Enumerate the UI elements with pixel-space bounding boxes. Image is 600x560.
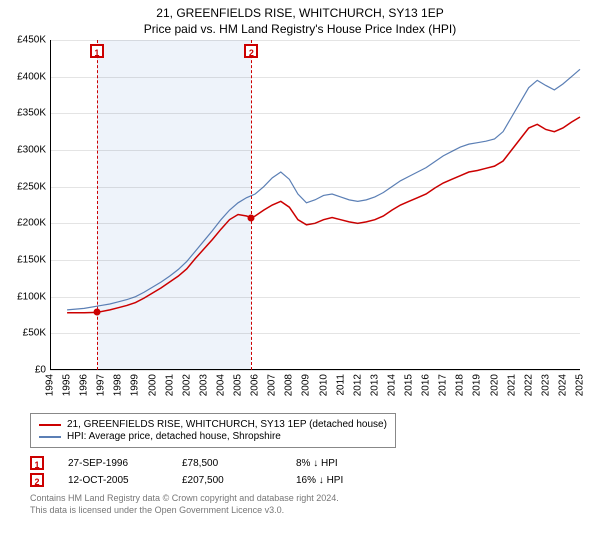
y-axis-line — [50, 40, 51, 370]
x-axis-line — [50, 369, 580, 370]
x-tick-label: 2006 — [250, 374, 261, 396]
sale-row-1: 1 27-SEP-1996 £78,500 8% ↓ HPI — [30, 456, 580, 470]
y-tick-label: £50K — [23, 328, 46, 339]
x-tick-label: 2021 — [506, 374, 517, 396]
x-tick-label: 2024 — [557, 374, 568, 396]
x-tick-label: 2012 — [352, 374, 363, 396]
gridline-h — [50, 187, 580, 188]
x-tick-label: 2008 — [284, 374, 295, 396]
sale-row-price_label: £207,500 — [182, 475, 272, 486]
y-tick-label: £450K — [17, 35, 46, 46]
x-tick-label: 2016 — [421, 374, 432, 396]
gridline-h — [50, 113, 580, 114]
sale-row-badge: 2 — [30, 473, 44, 487]
sale-badge-1: 1 — [90, 44, 104, 58]
x-tick-label: 2000 — [147, 374, 158, 396]
x-tick-label: 2011 — [335, 374, 346, 396]
y-tick-label: £350K — [17, 108, 46, 119]
y-tick-label: £200K — [17, 218, 46, 229]
sale-vline-1 — [97, 40, 98, 370]
gridline-h — [50, 40, 580, 41]
legend-row-hpi: HPI: Average price, detached house, Shro… — [39, 431, 387, 442]
legend: 21, GREENFIELDS RISE, WHITCHURCH, SY13 1… — [30, 413, 396, 448]
sale-row-price_label: £78,500 — [182, 458, 272, 469]
x-tick-label: 2025 — [575, 374, 586, 396]
x-tick-label: 2009 — [301, 374, 312, 396]
x-tick-label: 2017 — [438, 374, 449, 396]
gridline-h — [50, 77, 580, 78]
title-block: 21, GREENFIELDS RISE, WHITCHURCH, SY13 1… — [0, 0, 600, 40]
x-tick-label: 2004 — [215, 374, 226, 396]
gridline-h — [50, 223, 580, 224]
x-tick-label: 2007 — [267, 374, 278, 396]
x-tick-label: 1999 — [130, 374, 141, 396]
y-tick-label: £150K — [17, 255, 46, 266]
chart-container: 21, GREENFIELDS RISE, WHITCHURCH, SY13 1… — [0, 0, 600, 560]
legend-label: HPI: Average price, detached house, Shro… — [67, 431, 281, 442]
x-tick-label: 1996 — [79, 374, 90, 396]
plot-area: £0£50K£100K£150K£200K£250K£300K£350K£400… — [50, 40, 580, 370]
sale-vline-2 — [251, 40, 252, 370]
y-tick-label: £400K — [17, 71, 46, 82]
line-svg — [50, 40, 580, 370]
x-tick-label: 2019 — [472, 374, 483, 396]
legend-swatch — [39, 424, 61, 426]
y-tick-label: £100K — [17, 291, 46, 302]
sale-row-hpi_delta_label: 8% ↓ HPI — [296, 458, 386, 469]
footer: Contains HM Land Registry data © Crown c… — [30, 493, 580, 516]
sale-row-date: 12-OCT-2005 — [68, 475, 158, 486]
footer-line-1: Contains HM Land Registry data © Crown c… — [30, 493, 580, 505]
x-tick-label: 1995 — [62, 374, 73, 396]
gridline-h — [50, 150, 580, 151]
x-tick-label: 2010 — [318, 374, 329, 396]
x-tick-label: 2005 — [233, 374, 244, 396]
x-tick-label: 2018 — [455, 374, 466, 396]
x-tick-label: 2020 — [489, 374, 500, 396]
sale-row-2: 2 12-OCT-2005 £207,500 16% ↓ HPI — [30, 473, 580, 487]
sale-marker-2 — [248, 214, 255, 221]
y-tick-label: £300K — [17, 145, 46, 156]
below-chart-block: 21, GREENFIELDS RISE, WHITCHURCH, SY13 1… — [30, 413, 580, 516]
gridline-h — [50, 297, 580, 298]
legend-label: 21, GREENFIELDS RISE, WHITCHURCH, SY13 1… — [67, 419, 387, 430]
x-tick-label: 2003 — [198, 374, 209, 396]
sale-row-date: 27-SEP-1996 — [68, 458, 158, 469]
series-line-hpi — [67, 69, 580, 310]
x-tick-label: 2014 — [386, 374, 397, 396]
title-line-1: 21, GREENFIELDS RISE, WHITCHURCH, SY13 1… — [0, 6, 600, 20]
gridline-h — [50, 333, 580, 334]
x-tick-label: 1998 — [113, 374, 124, 396]
gridline-h — [50, 260, 580, 261]
x-tick-label: 2013 — [369, 374, 380, 396]
x-tick-label: 2015 — [404, 374, 415, 396]
sale-row-badge: 1 — [30, 456, 44, 470]
sale-details: 1 27-SEP-1996 £78,500 8% ↓ HPI 2 12-OCT-2005 £… — [30, 456, 580, 487]
x-tick-label: 1994 — [45, 374, 56, 396]
gridline-h — [50, 370, 580, 371]
footer-line-2: This data is licensed under the Open Gov… — [30, 505, 580, 517]
sale-row-hpi_delta_label: 16% ↓ HPI — [296, 475, 386, 486]
x-tick-label: 2022 — [523, 374, 534, 396]
legend-row-property: 21, GREENFIELDS RISE, WHITCHURCH, SY13 1… — [39, 419, 387, 430]
x-tick-label: 2001 — [164, 374, 175, 396]
sale-marker-1 — [93, 309, 100, 316]
series-line-property — [67, 117, 580, 313]
x-tick-label: 2002 — [181, 374, 192, 396]
sale-badge-2: 2 — [244, 44, 258, 58]
legend-swatch — [39, 436, 61, 438]
x-tick-label: 1997 — [96, 374, 107, 396]
x-tick-label: 2023 — [540, 374, 551, 396]
title-line-2: Price paid vs. HM Land Registry's House … — [0, 22, 600, 36]
y-tick-label: £250K — [17, 181, 46, 192]
